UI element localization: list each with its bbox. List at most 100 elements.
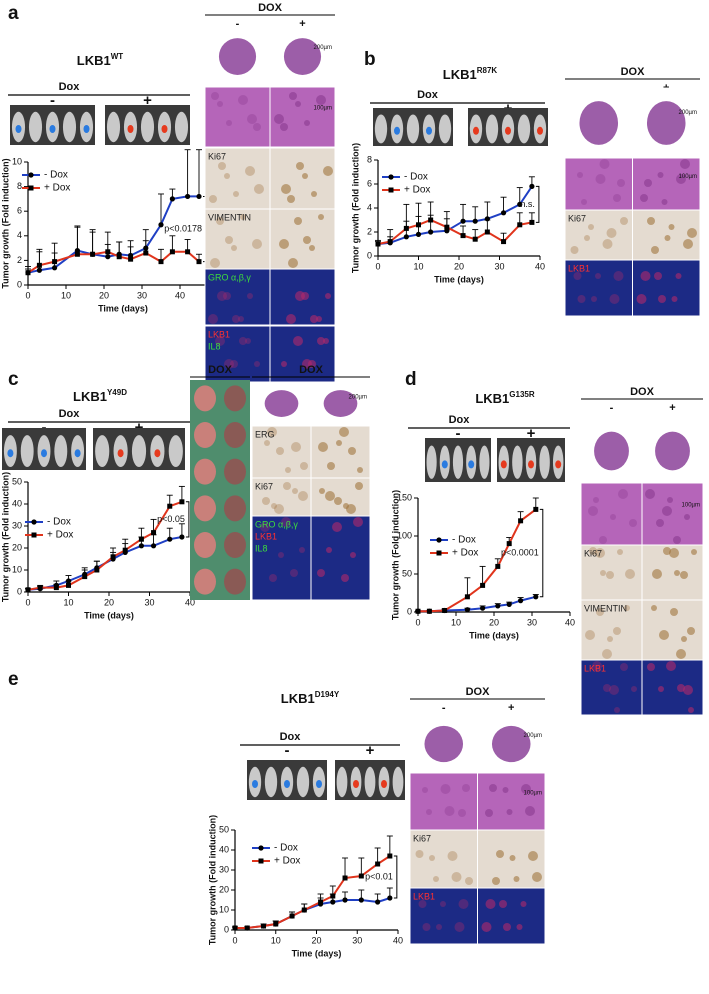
x-tick-label: 20 — [99, 290, 109, 300]
y-axis-label: Tumor growth (Fold induction) — [0, 472, 10, 602]
texture — [618, 489, 628, 499]
texture — [670, 608, 678, 616]
texture — [288, 258, 298, 268]
mouse — [539, 445, 550, 479]
texture — [600, 570, 606, 576]
stain-label: ERG — [255, 429, 275, 439]
legend-label: + Dox — [274, 856, 300, 867]
y-tick-label: 50 — [12, 476, 22, 486]
title-main: LKB1 — [475, 391, 509, 406]
bioluminescence — [316, 780, 322, 788]
texture — [278, 552, 284, 558]
bioluminescence — [15, 125, 22, 133]
texture — [671, 296, 678, 302]
marker — [273, 921, 279, 927]
texture — [240, 214, 246, 220]
bioluminescence — [117, 449, 124, 458]
texture — [299, 547, 305, 553]
texture — [319, 488, 325, 494]
texture — [676, 174, 686, 184]
legend-marker — [31, 532, 37, 538]
bioluminescence — [127, 125, 134, 133]
texture — [595, 548, 605, 558]
texture — [668, 224, 675, 230]
texture — [232, 315, 240, 323]
minus-label: - — [285, 742, 290, 759]
texture — [309, 245, 315, 251]
marker — [342, 875, 348, 881]
texture — [238, 316, 244, 322]
histology-image — [564, 209, 633, 261]
bracket — [539, 508, 544, 598]
marker — [128, 256, 134, 262]
texture — [496, 850, 504, 858]
texture — [289, 92, 297, 100]
texture — [640, 271, 651, 281]
mouse — [264, 766, 278, 798]
texture — [609, 685, 619, 695]
legend-marker — [28, 172, 34, 178]
title-main: LKB1 — [77, 53, 111, 68]
texture — [303, 236, 311, 244]
marker — [143, 250, 149, 256]
texture — [573, 272, 582, 280]
marker — [358, 897, 364, 903]
texture — [318, 442, 328, 452]
mouse — [174, 111, 189, 143]
texture — [252, 239, 262, 249]
plus-label: + — [299, 18, 305, 30]
texture — [585, 630, 595, 640]
texture — [593, 497, 599, 503]
histology-image — [269, 147, 336, 210]
mouse — [485, 114, 499, 144]
texture — [440, 784, 451, 794]
treatment-label: Dox — [59, 81, 81, 93]
stain-label: GRO α,β,γ — [255, 519, 298, 529]
texture — [620, 217, 628, 225]
marker — [244, 925, 250, 931]
texture — [281, 361, 287, 367]
stain-label: LKB1 — [208, 329, 230, 339]
marker — [167, 503, 173, 509]
texture — [294, 217, 302, 225]
header: DOX — [466, 686, 491, 698]
texture — [286, 314, 296, 324]
texture — [224, 359, 234, 369]
legend-label: - Dox — [404, 172, 428, 183]
marker — [36, 262, 42, 268]
annotation: p<0.0001 — [501, 547, 539, 557]
y-tick-label: 6 — [367, 178, 372, 188]
texture — [624, 605, 630, 611]
texture — [295, 291, 305, 301]
tumor — [194, 458, 216, 485]
x-tick-label: 30 — [527, 617, 537, 627]
tissue-section — [264, 390, 299, 417]
legend-marker — [388, 187, 394, 193]
mouse — [54, 435, 68, 468]
tissue-section — [594, 431, 629, 471]
mouse — [336, 766, 348, 798]
y-tick-label: 50 — [219, 824, 229, 834]
panel-letter: c — [8, 369, 19, 390]
texture — [323, 166, 333, 176]
marker — [94, 567, 100, 573]
y-tick-label: 40 — [219, 844, 229, 854]
texture — [620, 663, 628, 671]
marker — [37, 585, 43, 591]
x-tick-label: 30 — [352, 935, 362, 945]
texture — [503, 923, 511, 931]
marker — [495, 563, 501, 569]
texture — [300, 462, 308, 470]
title-superscript: G135R — [509, 390, 535, 399]
marker — [342, 897, 348, 903]
marker — [415, 608, 421, 614]
texture — [332, 522, 342, 532]
x-tick-label: 0 — [25, 290, 30, 300]
texture — [645, 489, 655, 499]
texture — [355, 482, 363, 490]
texture — [225, 236, 233, 244]
marker — [318, 899, 324, 905]
y-tick-label: 10 — [12, 156, 22, 166]
marker — [330, 899, 336, 905]
tumor — [224, 458, 246, 485]
